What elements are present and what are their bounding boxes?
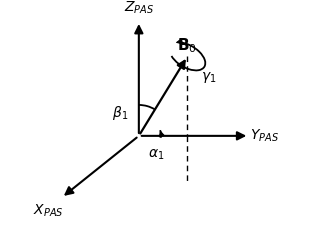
Text: α$_1$: α$_1$ (148, 147, 165, 162)
Text: Y$_{PAS}$: Y$_{PAS}$ (250, 128, 279, 144)
Text: β$_1$: β$_1$ (112, 104, 128, 122)
Text: B$_0$: B$_0$ (177, 36, 198, 55)
Text: Z$_{PAS}$: Z$_{PAS}$ (124, 0, 154, 16)
Text: γ$_1$: γ$_1$ (201, 70, 216, 85)
Text: X$_{PAS}$: X$_{PAS}$ (33, 203, 64, 219)
